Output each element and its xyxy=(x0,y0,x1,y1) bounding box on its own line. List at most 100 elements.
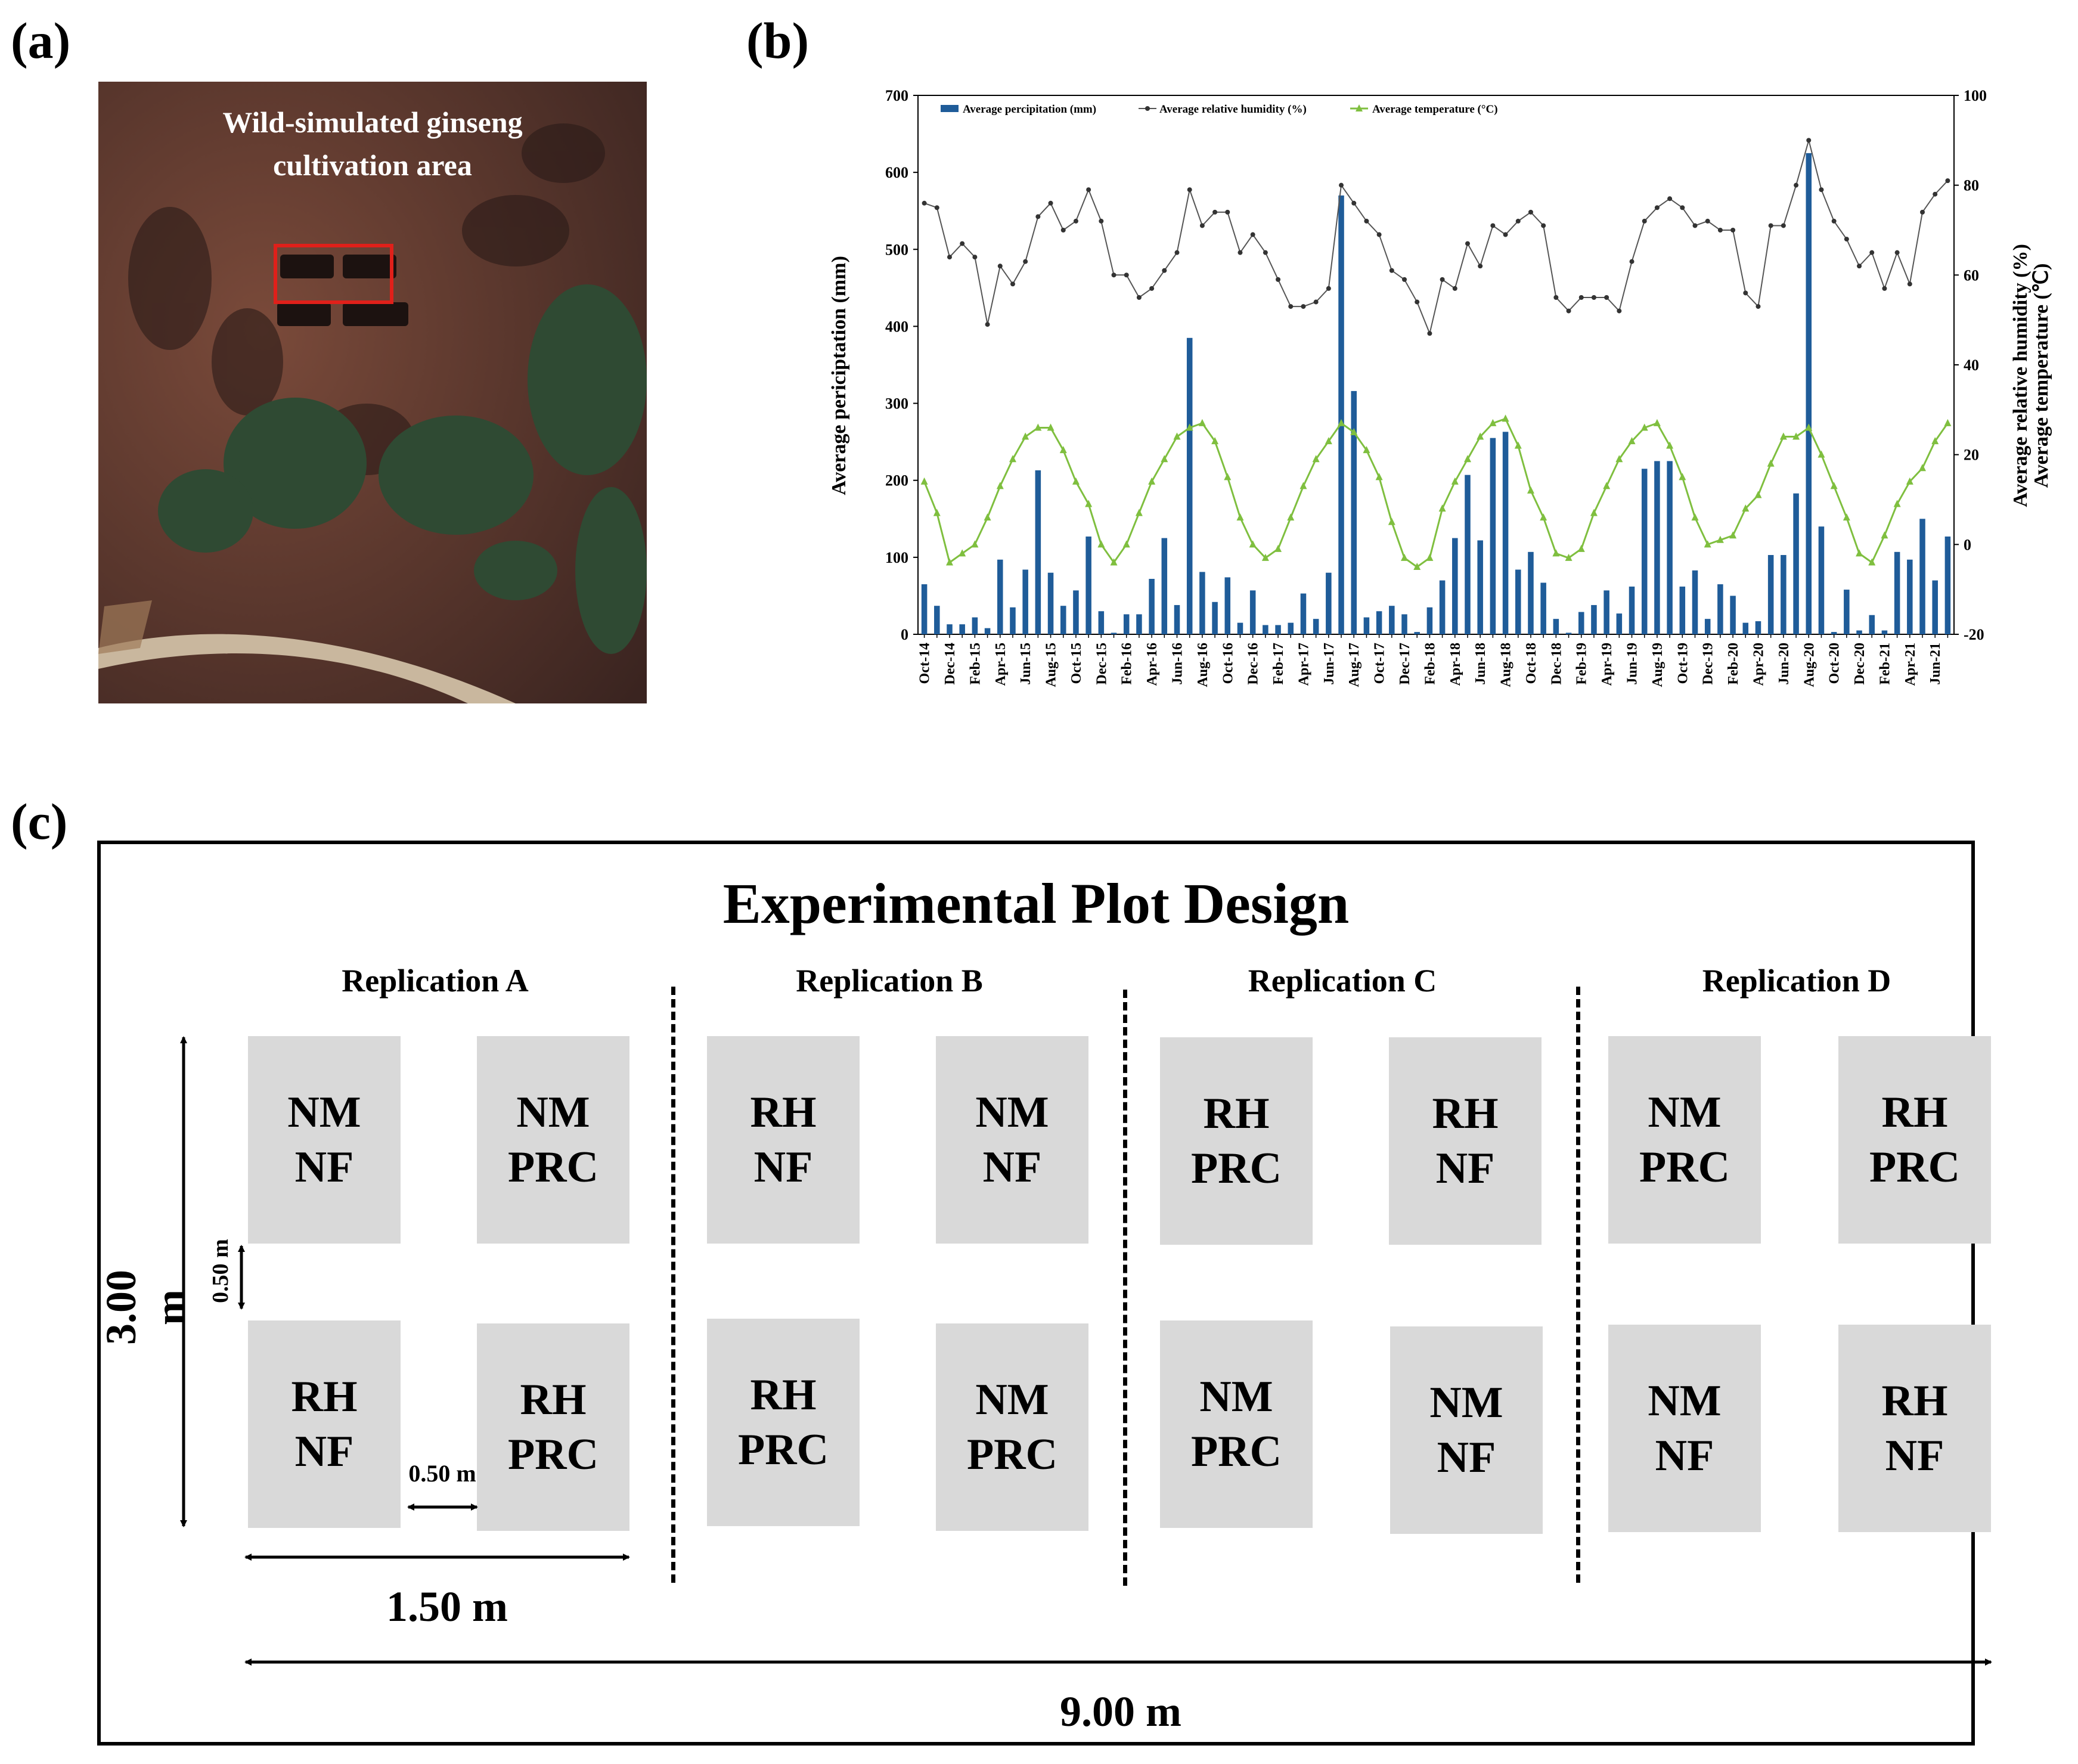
humidity-point xyxy=(1907,281,1912,287)
humidity-point xyxy=(1225,209,1230,215)
plot-b2: NM NF xyxy=(936,1036,1088,1244)
replication-divider xyxy=(1576,987,1580,1583)
precip-bar xyxy=(1818,526,1825,634)
temperature-point xyxy=(1615,455,1623,463)
temperature-point xyxy=(1767,459,1775,467)
legend: Average percipitation (mm) Average relat… xyxy=(941,103,1498,116)
humidity-point xyxy=(1604,295,1609,300)
panel-label-b: (b) xyxy=(746,12,810,69)
temperature-point xyxy=(959,549,966,557)
plot-line: RH xyxy=(1203,1089,1270,1138)
x-tick-label: Jun-15 xyxy=(1018,643,1034,685)
humidity-point xyxy=(960,241,965,246)
humidity-point xyxy=(1503,232,1508,237)
precip-bar xyxy=(1831,632,1837,634)
x-tick-label: Dec-19 xyxy=(1701,643,1716,685)
panel-label-c: (c) xyxy=(11,793,68,850)
precip-bar xyxy=(1035,470,1041,634)
x-tick-label: Oct-20 xyxy=(1827,643,1843,684)
plot-line: RH xyxy=(750,1088,817,1137)
humidity-point xyxy=(1389,268,1394,273)
humidity-point xyxy=(1882,286,1887,291)
y-tick-label-right: -20 xyxy=(1964,626,1984,643)
humidity-point xyxy=(1667,196,1673,201)
plot-line: NF xyxy=(294,1143,354,1192)
temperature-point xyxy=(1097,540,1105,548)
humidity-point xyxy=(1894,250,1900,255)
temperature-point xyxy=(1034,423,1042,431)
temperature-point xyxy=(1261,553,1269,561)
x-tick-label: Dec-14 xyxy=(942,643,958,685)
temperature-point xyxy=(1527,486,1534,494)
legend-humidity-label: Average relative humidity (%) xyxy=(1159,103,1307,116)
plot-a1: NM NF xyxy=(248,1036,401,1244)
precip-bar xyxy=(1300,593,1307,634)
temperature-point xyxy=(971,540,979,548)
temperature-point xyxy=(1072,477,1080,485)
precip-bar xyxy=(1907,559,1913,634)
precip-bar xyxy=(1679,586,1686,634)
precip-bar xyxy=(1944,536,1951,634)
temperature-point xyxy=(1754,491,1762,498)
x-tick-label: Apr-17 xyxy=(1296,643,1311,686)
humidity-point xyxy=(1806,138,1812,143)
legend-temperature-label: Average temperature (°C) xyxy=(1372,103,1498,116)
humidity-point xyxy=(1705,218,1710,224)
x-tick-label: Dec-20 xyxy=(1852,643,1868,685)
precip-bar xyxy=(1793,493,1799,634)
precip-bar xyxy=(1199,572,1205,634)
temperature-point xyxy=(1198,418,1206,426)
temperature-point xyxy=(1729,531,1737,539)
humidity-point xyxy=(1541,223,1546,228)
humidity-point xyxy=(1376,232,1382,237)
temperature-point xyxy=(1805,423,1813,431)
temperature-point xyxy=(1135,509,1143,516)
precip-bar xyxy=(1161,538,1168,634)
precip-bar xyxy=(1136,614,1142,634)
humidity-point xyxy=(1326,286,1331,291)
humidity-point xyxy=(1528,209,1533,215)
precip-bar xyxy=(1717,584,1723,634)
temperature-point xyxy=(1477,432,1484,440)
humidity-point xyxy=(1339,182,1344,188)
precip-bar xyxy=(921,584,928,634)
x-tick-label: Feb-15 xyxy=(967,643,983,685)
precip-bar xyxy=(1249,590,1256,634)
x-tick-label: Feb-18 xyxy=(1422,643,1438,685)
plot-line: NF xyxy=(753,1143,813,1192)
temperature-point xyxy=(1161,455,1168,463)
y-tick-label-left: 600 xyxy=(885,164,908,181)
precip-bar xyxy=(1553,619,1559,634)
humidity-point xyxy=(1136,295,1142,300)
replication-divider xyxy=(1123,990,1127,1586)
plot-line: NM xyxy=(1648,1088,1722,1137)
precip-bar xyxy=(1401,614,1407,634)
precip-bar xyxy=(1224,577,1231,634)
total-width-label: 9.00 m xyxy=(1060,1688,1181,1735)
humidity-point xyxy=(1250,232,1255,237)
replication-a-title: Replication A xyxy=(342,963,529,999)
precip-bar xyxy=(1641,469,1648,634)
temperature-point xyxy=(1363,446,1370,454)
horizontal-gap-label: 0.50 m xyxy=(408,1460,476,1487)
temperature-line xyxy=(923,417,1949,568)
humidity-point xyxy=(1073,218,1078,224)
temperature-point xyxy=(1919,464,1927,472)
precip-bar xyxy=(1465,475,1471,634)
plot-line: NM xyxy=(1648,1377,1722,1425)
humidity-point xyxy=(1364,218,1369,224)
temperature-point xyxy=(1577,544,1585,552)
x-tick-label: Jun-20 xyxy=(1776,643,1792,685)
plot-b1: RH NF xyxy=(707,1036,860,1244)
vertical-gap-label: 0.50 m xyxy=(208,1239,233,1303)
temperature-point xyxy=(1856,549,1863,557)
temperature-point xyxy=(1148,477,1156,485)
temperature-point xyxy=(1173,432,1181,440)
humidity-point xyxy=(1111,272,1116,278)
humidity-point xyxy=(1415,299,1420,305)
plot-line: NM xyxy=(1429,1378,1503,1427)
humidity-point xyxy=(1402,277,1407,282)
precip-bar xyxy=(1313,619,1319,634)
plot-c4: NM NF xyxy=(1390,1326,1543,1534)
precip-bar xyxy=(1730,596,1736,634)
